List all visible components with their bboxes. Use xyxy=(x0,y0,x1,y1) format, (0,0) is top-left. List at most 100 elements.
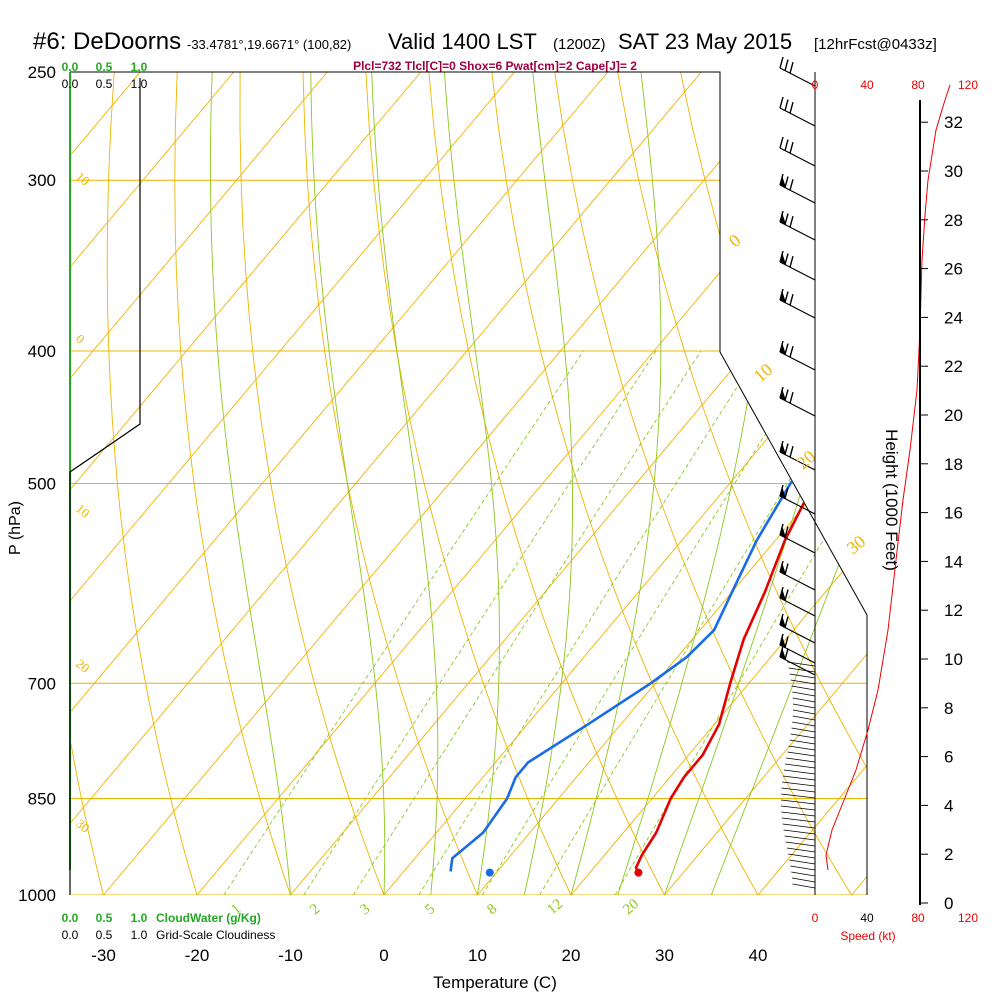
low-level-barb xyxy=(782,823,816,829)
stability-indices: Plcl=732 Tlcl[C]=0 Shox=6 Pwat[cm]=2 Cap… xyxy=(353,59,637,73)
wind-barb-pennant xyxy=(780,635,786,648)
wind-barb-staff xyxy=(779,624,816,644)
pressure-tick-label: 1000 xyxy=(18,886,56,905)
speed-bottom-tick: 0 xyxy=(812,911,819,925)
wind-barb-staff xyxy=(779,67,816,87)
height-tick-label: 32 xyxy=(944,113,963,132)
isotherm-line xyxy=(664,72,867,895)
wind-barb-staff xyxy=(779,147,816,167)
low-level-barb xyxy=(788,667,816,673)
low-level-barb xyxy=(781,787,816,793)
cloud-water-top-ticks: 0.0 0.5 1.0 xyxy=(62,60,148,74)
wind-barb-staff xyxy=(779,495,816,515)
low-level-barb xyxy=(792,691,816,697)
low-level-barb xyxy=(788,853,816,859)
wind-barb-feather xyxy=(789,256,794,268)
low-level-barb xyxy=(789,739,816,745)
pressure-tick-label: 250 xyxy=(28,63,56,82)
wind-barbs xyxy=(779,56,816,895)
temperature-tick-label: -20 xyxy=(185,946,210,965)
speed-top-ticks: 0 40 80 120 xyxy=(812,78,979,92)
wind-barb-feather xyxy=(784,253,789,265)
low-level-barb xyxy=(788,745,816,751)
wind-barb-pennant xyxy=(780,290,786,303)
low-level-barb xyxy=(789,859,816,865)
wind-barb-feather xyxy=(784,589,789,601)
cloud-panel: 0.0 0.5 1.0 0.0 0.5 1.0 0.0 0.5 1.0 0.0 0.5 1.0 … xyxy=(62,60,276,942)
mixing-ratio-line xyxy=(481,350,818,895)
wind-barb-staff xyxy=(779,351,816,371)
x-axis-title: Temperature (C) xyxy=(433,973,557,992)
wind-barb-feather xyxy=(789,142,794,154)
wind-barb-staff xyxy=(779,451,816,471)
mixing-ratio-line xyxy=(352,350,702,895)
low-level-barb xyxy=(786,847,816,853)
wind-barb-feather xyxy=(784,563,789,575)
wind-barb-feather xyxy=(784,291,789,303)
mixing-ratio-line xyxy=(418,350,761,895)
mixing-ratio-label: 2 xyxy=(307,901,323,918)
moist-adiabat xyxy=(209,72,291,895)
low-level-barb xyxy=(781,817,816,823)
wind-barb-feather xyxy=(789,446,794,458)
pressure-tick-label: 400 xyxy=(28,342,56,361)
height-tick-label: 2 xyxy=(944,845,953,864)
moist-adiabat xyxy=(371,72,439,895)
utc-time: (1200Z) xyxy=(553,36,606,53)
dry-adiabat xyxy=(805,72,867,895)
wind-barb-feather xyxy=(784,139,789,151)
wind-barb-staff xyxy=(779,534,816,554)
wind-barb-pennant xyxy=(780,647,786,660)
left-isotherm-label: 0 xyxy=(73,331,88,347)
cloud-tick-label: 0.0 xyxy=(62,928,79,942)
station-name: #6: DeDoorns xyxy=(33,28,181,55)
wind-barb-feather xyxy=(789,392,794,404)
wind-barb-feather xyxy=(779,96,784,109)
dry-adiabat xyxy=(0,72,10,895)
speed-bottom-tick: 80 xyxy=(911,911,925,925)
dry-adiabat xyxy=(932,72,1000,895)
wind-barb-pennant xyxy=(780,175,786,188)
wind-barb-staff xyxy=(779,107,816,127)
wind-barb-pennant xyxy=(780,342,786,355)
dry-adiabat xyxy=(428,72,665,895)
cloudiness-bottom-ticks: 0.0 0.5 1.0 xyxy=(62,928,148,942)
low-level-barb xyxy=(792,703,816,709)
wind-barb-pennant xyxy=(780,388,786,401)
mixing-ratio-label: 5 xyxy=(422,901,438,918)
mixing-ratio-label: 8 xyxy=(484,901,500,918)
isotherm-line xyxy=(70,72,422,895)
valid-time: Valid 1400 LST xyxy=(388,29,537,54)
moist-adiabat xyxy=(310,72,386,895)
low-level-barb xyxy=(784,763,816,769)
wind-barb-staff xyxy=(779,656,816,676)
moist-adiabat xyxy=(443,72,500,895)
wind-barb-pennant xyxy=(780,486,786,499)
mixing-ratio-label: 3 xyxy=(357,901,373,918)
station-coords: -33.4781°,19.6671° (100,82) xyxy=(187,37,351,52)
wind-barb-staff xyxy=(779,644,816,664)
left-isotherm-label: 10 xyxy=(73,501,93,521)
low-level-barb xyxy=(781,805,816,811)
height-tick-label: 12 xyxy=(944,601,963,620)
low-level-barb xyxy=(792,697,816,703)
isotherm-line xyxy=(383,72,867,895)
temperature-tick-label: -10 xyxy=(278,946,303,965)
low-level-barb xyxy=(787,751,816,757)
isotherm-line xyxy=(103,72,796,895)
cloudiness-label: Grid-Scale Cloudiness xyxy=(156,928,275,942)
wind-barb-pennant xyxy=(780,252,786,265)
temperature-tick-label: 10 xyxy=(468,946,487,965)
wind-barb-pennant xyxy=(780,442,786,455)
cloud-tick-label: 1.0 xyxy=(131,60,148,74)
isotherm-label: 10 xyxy=(750,359,777,386)
temperature-tick-label: -30 xyxy=(91,946,116,965)
low-level-barb xyxy=(786,757,816,763)
low-level-barb xyxy=(781,793,816,799)
pressure-axis: 250 300 400 500 700 850 1000 xyxy=(18,63,56,905)
dry-adiabat xyxy=(491,72,759,895)
mixing-ratio-line xyxy=(539,350,867,895)
speed-axis-label: Speed (kt) xyxy=(840,929,895,943)
wind-barb-feather xyxy=(789,62,794,74)
isotherm-line xyxy=(851,72,867,895)
